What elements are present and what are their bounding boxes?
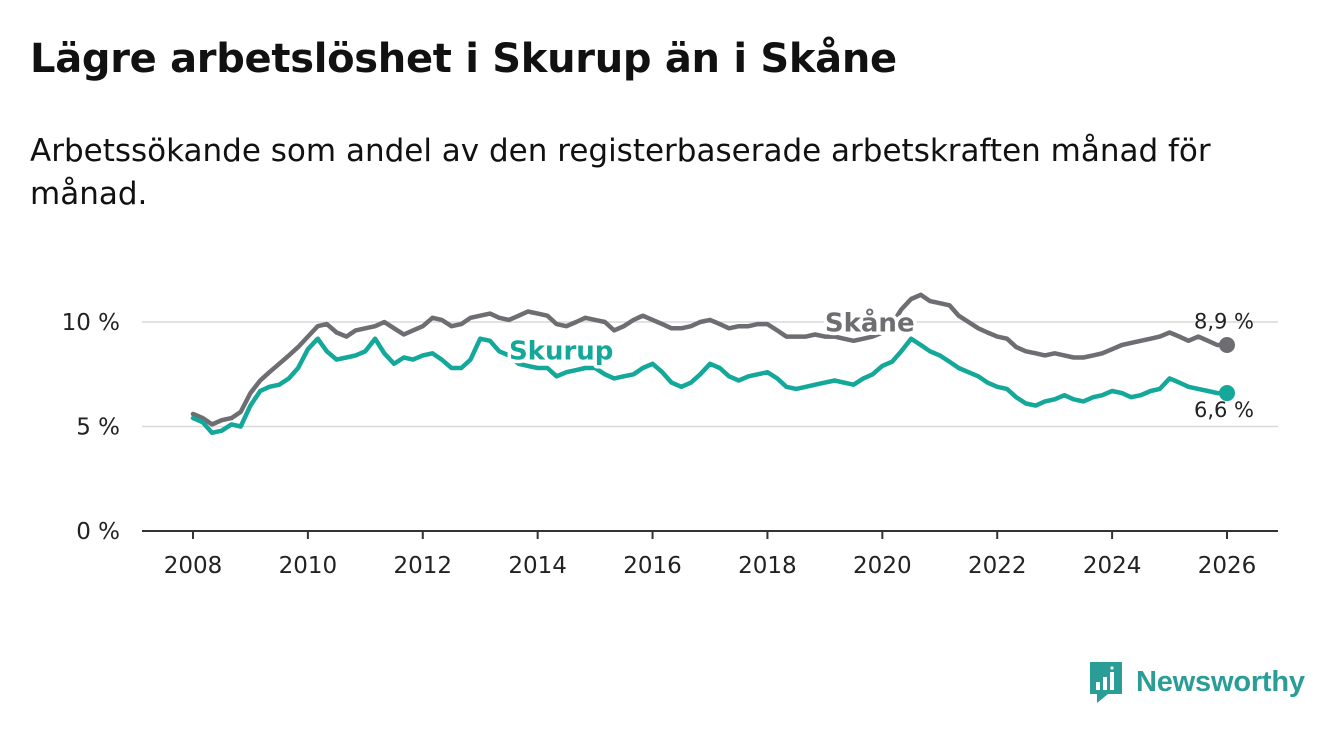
series-labels: Skåne Skurup 8,9 % 6,6 %: [505, 303, 1254, 422]
y-tick-label: 10 %: [62, 310, 120, 336]
x-tick-label: 2018: [738, 553, 797, 579]
line-chart: 0 % 5 % 10 % 2008 2010 2012 2014 2016 2018 2020 20…: [62, 292, 1278, 579]
end-marker-skurup: [1219, 385, 1235, 402]
x-tick-label: 2008: [164, 553, 223, 579]
x-tick-label: 2022: [968, 553, 1027, 579]
brand: Newsworthy: [1088, 660, 1305, 704]
series-label-skane: Skåne: [825, 306, 915, 338]
x-tick-label: 2010: [279, 553, 338, 579]
x-tick-label: 2024: [1083, 553, 1142, 579]
x-tick-label: 2016: [623, 553, 682, 579]
newsworthy-logo-icon: [1090, 662, 1122, 703]
chart-subtitle: Arbetssökande som andel av den registerb…: [30, 133, 1211, 212]
series-line-skurup: [190, 336, 1230, 436]
x-tick-label: 2026: [1198, 553, 1257, 579]
y-tick-label: 0 %: [76, 519, 120, 545]
end-marker-skne: [1219, 336, 1235, 353]
brand-name: Newsworthy: [1136, 665, 1305, 698]
chart-title: Lägre arbetslöshet i Skurup än i Skåne: [30, 36, 897, 82]
grid-lines: [142, 321, 1278, 428]
series-label-skurup: Skurup: [509, 337, 613, 367]
series-lines: [190, 292, 1235, 436]
y-tick-label: 5 %: [76, 415, 120, 441]
series-line-skne: [190, 292, 1230, 427]
x-tick-label: 2012: [394, 553, 453, 579]
end-value-skurup: 6,6 %: [1194, 398, 1254, 422]
axes: 0 % 5 % 10 % 2008 2010 2012 2014 2016 2018 2020 20…: [62, 310, 1278, 579]
x-tick-label: 2020: [853, 553, 912, 579]
end-value-skane: 8,9 %: [1194, 309, 1254, 333]
x-tick-label: 2014: [508, 553, 567, 579]
